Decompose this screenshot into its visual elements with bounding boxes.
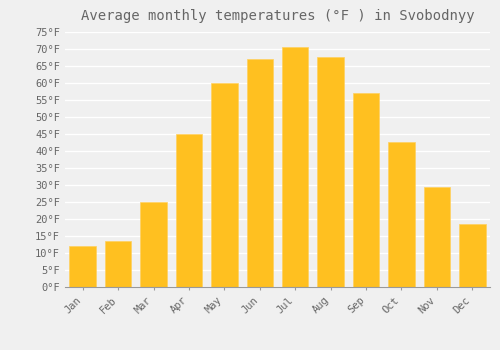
Bar — [424, 187, 450, 287]
Bar — [318, 57, 344, 287]
Bar — [211, 83, 238, 287]
Bar — [353, 93, 380, 287]
Bar — [282, 47, 308, 287]
Bar — [105, 241, 132, 287]
Bar — [459, 224, 485, 287]
Title: Average monthly temperatures (°F ) in Svobodnyy: Average monthly temperatures (°F ) in Sv… — [80, 9, 474, 23]
Bar — [140, 202, 167, 287]
Bar — [70, 246, 96, 287]
Bar — [176, 134, 202, 287]
Bar — [388, 142, 414, 287]
Bar — [246, 59, 273, 287]
